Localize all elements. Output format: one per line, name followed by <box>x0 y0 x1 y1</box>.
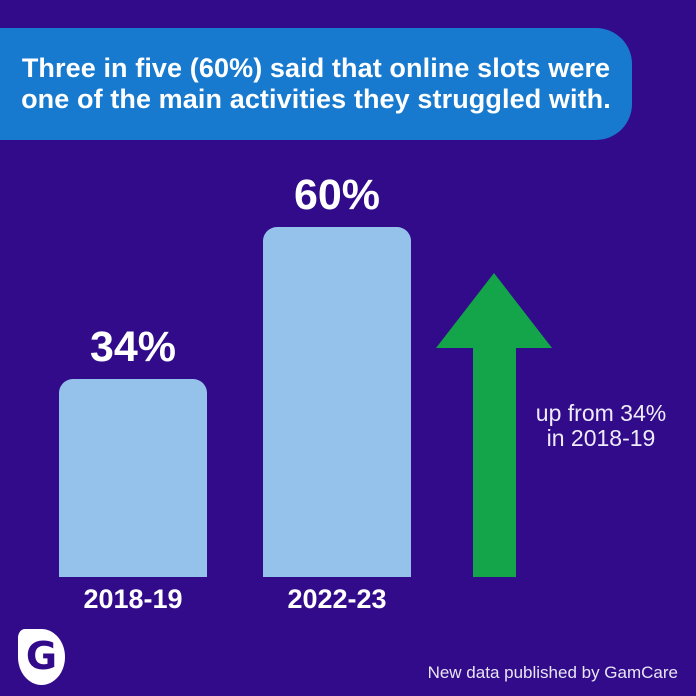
annotation-line-1: up from 34% <box>535 400 667 426</box>
bar-category-label-2018-19: 2018-19 <box>83 584 183 614</box>
bar-2022-23 <box>263 227 411 577</box>
headline-line-2: one of the main activities they struggle… <box>21 84 611 114</box>
up-arrow-icon <box>436 273 552 577</box>
bar-category-label-2022-23: 2022-23 <box>287 584 387 614</box>
bar-2018-19 <box>59 379 207 577</box>
arrow-annotation: up from 34% in 2018-19 <box>515 401 687 451</box>
annotation-line-2: in 2018-19 <box>546 425 656 451</box>
headline-banner: Three in five (60%) said that online slo… <box>0 28 632 140</box>
gamcare-logo: G <box>18 629 65 685</box>
attribution-text: New data published by GamCare <box>427 663 678 682</box>
bar-value-label-2022-23: 60% <box>293 171 381 219</box>
headline-line-1: Three in five (60%) said that online slo… <box>21 53 611 83</box>
headline-text: Three in five (60%) said that online slo… <box>21 53 611 115</box>
gamcare-logo-letter: G <box>25 634 58 678</box>
bar-value-label-2018-19: 34% <box>89 323 177 371</box>
